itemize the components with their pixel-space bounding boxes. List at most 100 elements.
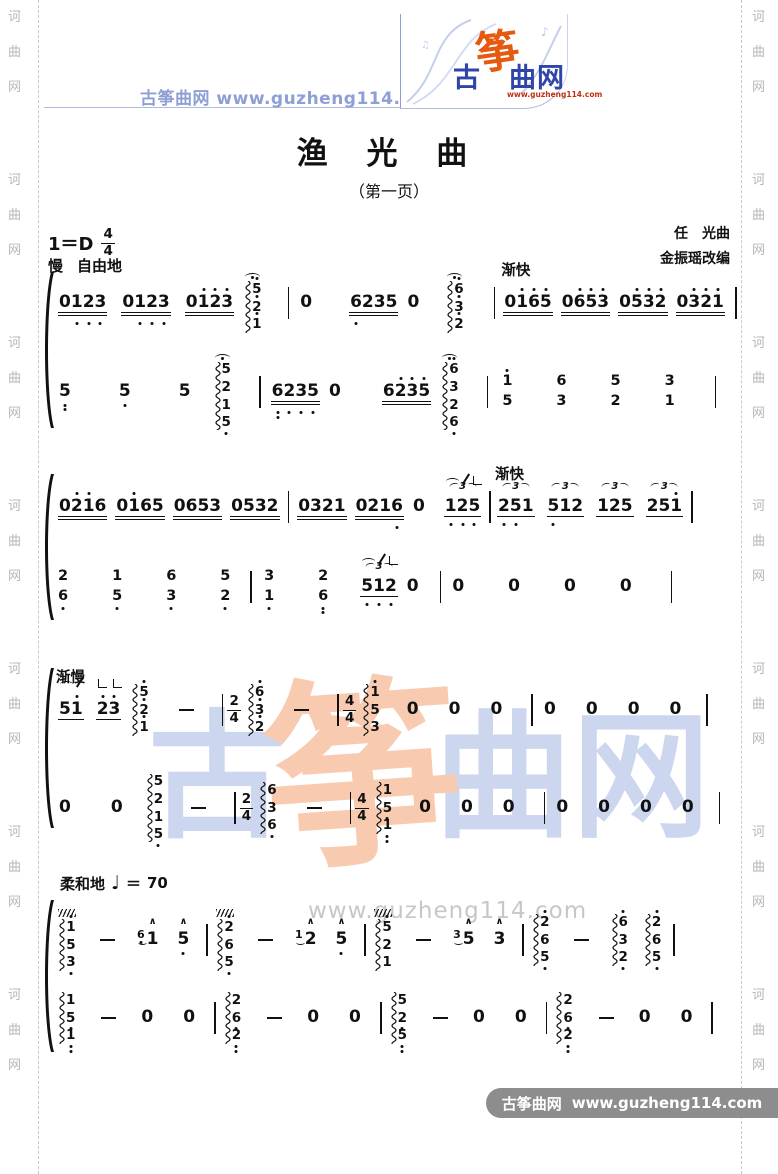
note-digit: 3 (688, 287, 700, 313)
barline (711, 1002, 714, 1034)
note-digit: 1 (559, 495, 572, 516)
rest-note: 0 (448, 699, 462, 720)
stave-row: 0 1 2 3 0 1 2 3 0 1 2 3 5 2 1 0 6 2 3 5 0 6 3 2 渐快 0 1 6 5 0 6 5 3 0 5 3 2 0 3… (58, 263, 737, 333)
note-digit: 5 (153, 772, 164, 789)
note-group: 5 (118, 381, 132, 407)
note-digit: 0 (676, 291, 689, 312)
footer-site-link[interactable]: 古筝曲网 www.guzheng114.com (486, 1088, 778, 1118)
note-digit: 2 (608, 495, 621, 516)
edge-watermark-char: 曲 (8, 45, 22, 60)
grace-note-group: 3 5 ∧ (453, 916, 475, 950)
note-digit: 2 (209, 287, 221, 313)
barline (673, 924, 675, 956)
note-digit: 5 (540, 287, 552, 313)
key-signature: 1＝D 4 4 (48, 227, 115, 258)
rest-note: 0 (460, 797, 474, 818)
svg-text:♪: ♪ (541, 25, 549, 39)
edge-watermark-char: 曲 (8, 534, 22, 549)
note-digit: 0 (349, 1007, 361, 1028)
note-digit: 3 (166, 588, 176, 610)
note-digit: 6 (449, 356, 459, 377)
note-digit: 3 (254, 495, 267, 516)
note-digit: 6 (267, 818, 277, 839)
note-digit: 3 (454, 294, 464, 315)
note-digit: 6 (185, 495, 198, 516)
note-digit: 1 (373, 576, 385, 606)
note-digit: 2 (398, 1010, 407, 1031)
edge-watermark-char: 网 (8, 80, 22, 95)
note-digit: 5 (66, 1010, 75, 1031)
edge-watermark-char: 诃 (752, 499, 766, 514)
tone-extension-dash (573, 938, 589, 942)
technique-marks (445, 473, 482, 485)
edge-watermark-char: 网 (752, 243, 766, 258)
corner-mark (112, 678, 122, 688)
logo-char-gu: 古 (453, 63, 480, 94)
note-digit: 0 (504, 291, 517, 312)
tone-extension-dash (432, 1016, 448, 1020)
note-digit: 2 (449, 396, 459, 413)
music-swirl-graphic: ♪ ♫ ♪ (406, 19, 562, 105)
note-digit: 1 (66, 914, 76, 935)
note-digit: 5 (468, 496, 480, 526)
edge-watermark-char: 诃 (752, 336, 766, 351)
note-digit: 0 (490, 699, 503, 720)
edge-watermark-char: 网 (752, 406, 766, 421)
site-logo[interactable]: ♪ ♫ ♪ 古 筝 曲网 www.guzheng114.com (400, 14, 602, 109)
fermata-icon (442, 353, 458, 362)
note-digit: 0 (561, 291, 574, 312)
barline (337, 694, 339, 726)
barline (543, 792, 546, 824)
note-digit: 2 (457, 496, 468, 526)
note-digit: 1 (383, 818, 392, 843)
grace-note: 6 (137, 928, 147, 946)
barline (379, 1002, 382, 1034)
note-digit: 1 (379, 495, 392, 516)
note-digit: 6 (58, 588, 68, 610)
edge-watermark-char: 诃 (8, 499, 22, 514)
note-digit: 0 (231, 495, 243, 516)
rest-note: 0 (669, 699, 683, 720)
barline (545, 1002, 548, 1034)
note-digit: 5 (548, 496, 559, 526)
note-digit: 6 (540, 931, 550, 948)
arranger: 金振瑶改编 (660, 251, 730, 268)
grace-note-group: 6 1 ∧ (137, 917, 159, 950)
note-digit: 5 (59, 381, 71, 412)
edge-watermark-char: 网 (8, 732, 22, 747)
note-digit: 5 ∧ (462, 916, 475, 950)
note-digit: 6 (563, 1010, 573, 1031)
note-digit: 5 (178, 381, 191, 402)
rest-note: 0 (406, 576, 420, 597)
note-digit: 5 (620, 495, 633, 516)
note-digit: 0 (460, 797, 473, 818)
rest-note: 0 (418, 797, 432, 818)
note-digit: 2 (652, 909, 661, 930)
note-digit: 0 (619, 576, 632, 597)
edge-watermark-char: 曲 (8, 371, 22, 386)
note-digit: 2 (318, 568, 329, 585)
note-digit: 5 (197, 495, 210, 516)
note-digit: 5 (397, 991, 407, 1008)
note-digit: 3 (556, 393, 567, 409)
rest-note: 0 (502, 797, 516, 818)
grace-note-group: 1 2 ∧ (295, 917, 317, 950)
arc-mark (362, 557, 376, 565)
header-site-link[interactable]: 古筝曲网 www.guzheng114.com (140, 84, 441, 109)
note-digit: 1 (139, 715, 149, 735)
